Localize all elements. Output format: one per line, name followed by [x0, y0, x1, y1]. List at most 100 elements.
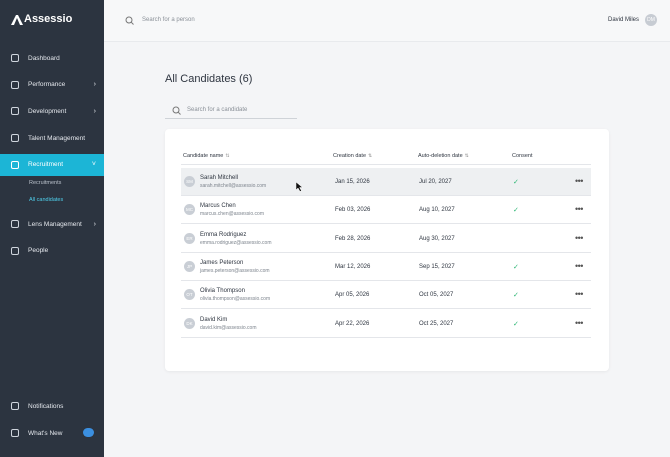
row-menu[interactable]: ••• — [575, 176, 583, 186]
sort-icon: ⇅ — [225, 153, 230, 159]
nav-label: Talent Management — [28, 134, 86, 142]
candidate-name: Olivia Thompson — [200, 288, 245, 295]
candidate-email: david.kim@assessio.com — [200, 324, 257, 331]
deletion-date: Oct 25, 2027 — [419, 320, 454, 327]
consent-check: ✓ — [513, 207, 519, 215]
row-menu[interactable]: ••• — [575, 317, 583, 328]
column-header[interactable]: Auto-deletion date ⇅ — [418, 153, 469, 159]
avatar: ER — [184, 232, 195, 244]
candidate-email: olivia.thompson@assessio.com — [200, 296, 271, 303]
nav-item[interactable]: Recruitment ˅ — [0, 153, 104, 176]
creation-date: Apr 22, 2026 — [335, 320, 370, 327]
nav-label: Notifications — [28, 402, 64, 410]
deletion-date: Aug 10, 2027 — [419, 207, 455, 214]
row-menu[interactable]: ••• — [575, 289, 583, 300]
sidebar: Assessio Dashboard Performance › Developmen… — [0, 0, 104, 457]
nav-item[interactable]: People — [0, 240, 104, 262]
chevron: › — [93, 81, 96, 89]
search-icon — [172, 106, 181, 115]
nav-icon — [11, 134, 19, 143]
brand: Assessio — [24, 13, 73, 25]
candidate-email: sarah.mitchell@assessio.com — [200, 183, 267, 189]
header-divider — [181, 164, 591, 165]
nav-subitem[interactable]: All candidates — [29, 197, 64, 203]
nav-icon — [11, 107, 19, 116]
nav-icon — [11, 80, 19, 89]
creation-date: Mar 12, 2026 — [335, 263, 371, 270]
candidate-email: james.peterson@assessio.com — [200, 267, 270, 274]
cursor — [296, 182, 304, 192]
badge — [83, 428, 94, 437]
nav-icon — [11, 54, 19, 62]
nav-icon — [11, 246, 19, 255]
nav-item[interactable]: What's New — [0, 422, 104, 444]
creation-date: Feb 28, 2026 — [335, 235, 371, 242]
candidate-name: David Kim — [200, 316, 228, 323]
row-menu[interactable]: ••• — [575, 204, 583, 215]
nav-item[interactable]: Talent Management — [0, 127, 104, 149]
deletion-date: Oct 05, 2027 — [419, 292, 454, 299]
nav-item[interactable]: Development › — [0, 100, 104, 122]
avatar: SM — [184, 176, 195, 187]
chevron: › — [93, 220, 96, 228]
candidate-search-placeholder: Search for a candidate — [187, 107, 248, 113]
candidate-row[interactable]: ER Emma Rodriguez emma.rodriguez@assessio.… — [181, 225, 591, 253]
sort-icon: ⇅ — [368, 153, 373, 159]
nav-item[interactable]: Dashboard — [0, 47, 104, 69]
nav-label: Development — [28, 107, 67, 115]
candidate-row[interactable]: DK David Kim david.kim@assessio.com Apr 22,… — [181, 310, 591, 338]
nav-item[interactable]: Lens Management › — [0, 213, 104, 235]
chevron: ˅ — [91, 161, 96, 169]
candidate-name: James Peterson — [200, 259, 244, 266]
consent-check: ✓ — [513, 320, 519, 328]
nav-icon — [11, 160, 19, 169]
nav-icon — [11, 402, 19, 410]
page-title: All Candidates (6) — [165, 73, 253, 85]
nav-label: Recruitment — [28, 161, 64, 169]
creation-date: Apr 05, 2026 — [335, 292, 370, 299]
candidate-name: Emma Rodriguez — [200, 231, 247, 238]
candidate-row[interactable]: OT Olivia Thompson olivia.thompson@assessi… — [181, 281, 591, 310]
candidate-row[interactable]: JP James Peterson james.peterson@assessio.… — [181, 253, 591, 281]
column-header[interactable]: Creation date ⇅ — [333, 153, 373, 159]
user-avatar[interactable]: DM — [645, 14, 657, 26]
column-header[interactable]: Candidate name ⇅ — [183, 153, 230, 159]
nav-label: Dashboard — [28, 54, 60, 62]
nav-item[interactable]: Performance › — [0, 74, 104, 96]
nav-label: People — [28, 247, 49, 255]
candidate-name: Sarah Mitchell — [200, 175, 239, 181]
avatar: OT — [184, 289, 195, 301]
consent-check: ✓ — [513, 179, 519, 186]
avatar: JP — [184, 260, 195, 272]
sort-icon: ⇅ — [464, 153, 469, 159]
row-menu[interactable]: ••• — [575, 260, 583, 271]
candidate-row[interactable]: SM Sarah Mitchell sarah.mitchell@assessio.… — [181, 168, 591, 196]
nav-subitem[interactable]: Recruitments — [29, 180, 62, 186]
creation-date: Jan 15, 2026 — [335, 179, 370, 185]
row-menu[interactable]: ••• — [575, 232, 583, 243]
logo-icon — [11, 15, 23, 25]
topbar: Search for a person David Miles DM — [104, 0, 670, 42]
candidate-email: emma.rodriguez@assessio.com — [200, 239, 272, 246]
nav-label: What's New — [28, 429, 63, 437]
deletion-date: Aug 30, 2027 — [419, 235, 455, 242]
person-search[interactable]: Search for a person — [142, 17, 195, 23]
user-name[interactable]: David Miles — [608, 17, 640, 23]
candidate-row[interactable]: MC Marcus Chen marcus.chen@assessio.com Feb… — [181, 196, 591, 225]
candidate-email: marcus.chen@assessio.com — [200, 211, 264, 218]
column-header: Consent — [512, 153, 533, 159]
search-icon — [125, 16, 134, 25]
deletion-date: Sep 15, 2027 — [419, 263, 455, 270]
consent-check: ✓ — [513, 292, 519, 300]
avatar: DK — [184, 317, 195, 329]
nav-item[interactable]: Notifications — [0, 395, 104, 417]
consent-check: ✓ — [513, 263, 519, 271]
chevron: › — [93, 107, 96, 115]
candidate-search[interactable] — [165, 101, 297, 119]
deletion-date: Jul 20, 2027 — [419, 179, 452, 185]
creation-date: Feb 03, 2026 — [335, 207, 371, 214]
nav-icon — [11, 220, 19, 228]
avatar: MC — [184, 204, 195, 216]
candidate-name: Marcus Chen — [200, 203, 236, 210]
